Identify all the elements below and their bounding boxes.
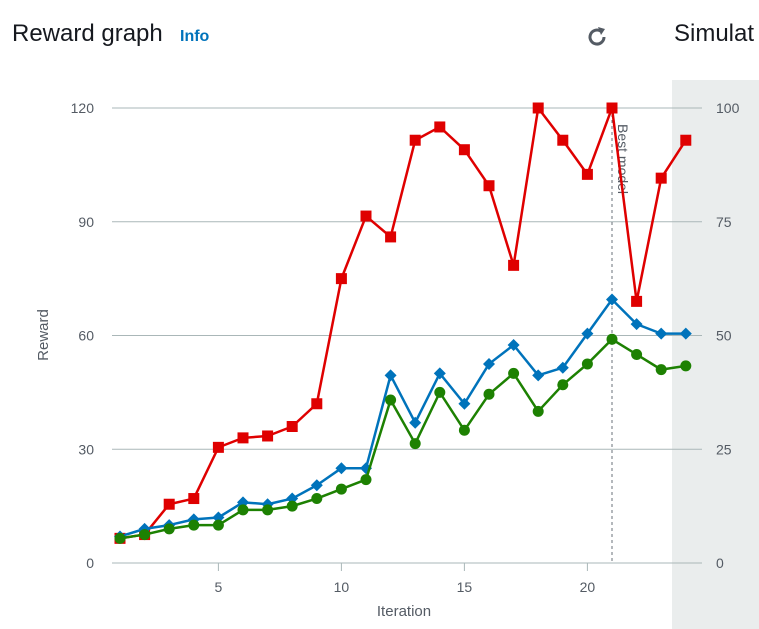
data-point-green [631, 348, 643, 360]
best-model-label: Best model [615, 124, 631, 194]
data-point-blue [532, 369, 545, 382]
data-point-red [434, 121, 446, 133]
data-point-green [262, 504, 274, 516]
data-point-red [311, 398, 323, 410]
data-point-green [188, 519, 200, 531]
data-point-red [163, 498, 175, 510]
x-tick-label: 20 [580, 579, 596, 595]
series-line-red [119, 106, 687, 540]
data-point-green [139, 529, 151, 541]
data-point-green [114, 532, 126, 544]
data-point-red [286, 421, 298, 432]
data-point-green [409, 438, 421, 450]
data-point-green [434, 386, 446, 398]
y2-tick-label: 50 [716, 328, 732, 344]
data-point-red [409, 134, 421, 146]
data-point-blue [433, 367, 446, 380]
data-point-red [458, 144, 470, 156]
data-point-blue [606, 293, 618, 306]
data-point-green [163, 523, 175, 535]
x-tick-label: 10 [334, 579, 350, 595]
data-point-blue [655, 327, 668, 340]
data-point-blue [679, 327, 692, 340]
data-point-blue [409, 416, 422, 429]
data-point-blue [310, 479, 323, 492]
data-point-green [212, 519, 224, 531]
x-tick-label: 15 [457, 579, 473, 595]
data-point-red [237, 432, 249, 444]
data-point-green [360, 474, 372, 486]
y-tick-label: 30 [78, 441, 94, 457]
data-point-blue [458, 397, 471, 410]
page-title: Reward graph [12, 20, 163, 47]
data-point-green [557, 379, 569, 391]
data-point-blue [483, 357, 495, 370]
data-point-green [286, 500, 298, 512]
data-point-red [606, 102, 618, 114]
data-point-red [508, 259, 520, 271]
x-axis-label: Iteration [377, 603, 431, 620]
data-point-green [385, 394, 397, 406]
y2-tick-label: 75 [716, 214, 732, 230]
data-point-green [581, 358, 593, 370]
data-point-red [212, 441, 224, 453]
data-point-green [606, 333, 618, 345]
data-point-green [483, 388, 495, 400]
data-point-blue [581, 327, 594, 340]
data-point-green [311, 493, 323, 505]
data-point-green [335, 483, 347, 495]
data-point-blue [384, 369, 397, 382]
data-point-blue [507, 338, 520, 351]
data-point-blue [630, 318, 643, 331]
y-axis-label: Reward [35, 309, 52, 361]
data-point-red [581, 168, 593, 180]
y2-tick-label: 100 [716, 100, 740, 116]
data-point-red [680, 134, 692, 146]
y2-tick-label: 0 [716, 555, 724, 571]
data-point-red [360, 210, 372, 222]
refresh-icon [588, 27, 606, 46]
y-tick-label: 90 [78, 214, 94, 230]
data-point-red [557, 134, 569, 146]
y2-tick-label: 25 [716, 441, 732, 457]
data-point-green [532, 405, 544, 417]
refresh-button[interactable] [584, 24, 610, 50]
data-point-blue [556, 361, 569, 374]
data-point-red [655, 172, 667, 184]
data-point-green [680, 360, 692, 372]
data-point-red [483, 180, 495, 192]
data-point-blue [335, 462, 348, 475]
data-point-green [655, 364, 667, 376]
data-point-red [188, 493, 200, 505]
y-tick-label: 60 [78, 328, 94, 344]
y-tick-label: 120 [71, 100, 95, 116]
data-point-red [262, 430, 274, 442]
data-point-red [532, 102, 544, 114]
data-point-red [335, 273, 347, 285]
x-tick-label: 5 [215, 579, 223, 595]
data-point-green [237, 504, 249, 516]
data-point-green [508, 367, 520, 379]
data-point-red [631, 295, 643, 307]
info-link[interactable]: Info [180, 28, 210, 45]
simulation-panel-background [672, 80, 759, 629]
series-line-green [119, 338, 686, 540]
data-point-red [385, 231, 397, 243]
data-point-green [458, 424, 470, 436]
simulation-title: Simulat [674, 20, 755, 47]
y-tick-label: 0 [86, 555, 94, 571]
